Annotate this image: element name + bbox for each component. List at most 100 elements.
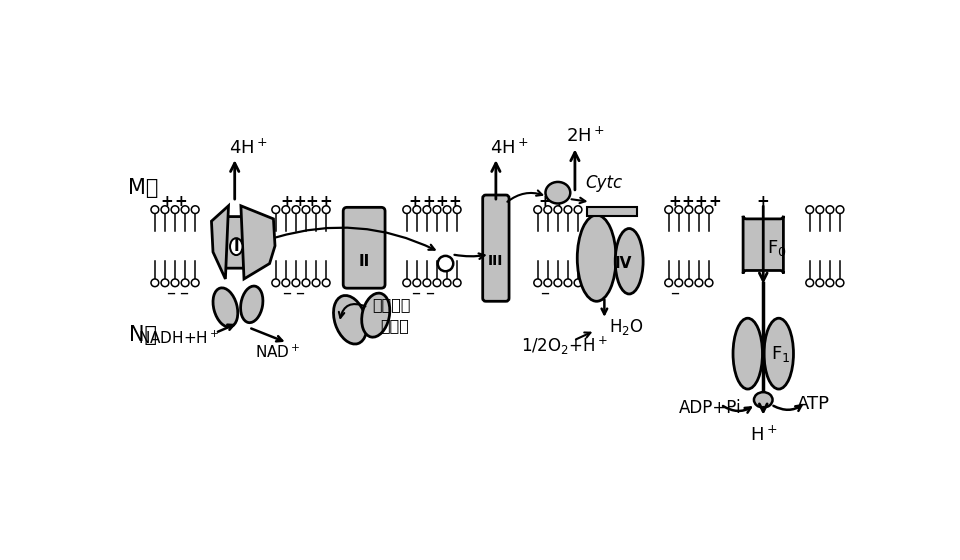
Circle shape	[423, 279, 431, 287]
Text: +: +	[435, 194, 448, 209]
Circle shape	[272, 279, 279, 287]
Ellipse shape	[754, 392, 773, 408]
Text: III: III	[489, 254, 504, 268]
Ellipse shape	[615, 228, 643, 294]
Circle shape	[403, 206, 411, 213]
Circle shape	[438, 256, 453, 271]
Text: ATP: ATP	[797, 395, 830, 413]
Text: +: +	[756, 194, 770, 209]
Text: +: +	[280, 194, 293, 209]
Text: –: –	[166, 284, 175, 302]
Circle shape	[181, 279, 189, 287]
Circle shape	[272, 206, 279, 213]
Text: H$^+$: H$^+$	[750, 426, 777, 445]
Circle shape	[554, 206, 562, 213]
Text: +: +	[668, 194, 682, 209]
Circle shape	[805, 279, 814, 287]
Circle shape	[826, 279, 834, 287]
FancyBboxPatch shape	[344, 207, 385, 288]
Text: NADH+H$^+$: NADH+H$^+$	[138, 330, 220, 347]
Circle shape	[292, 206, 300, 213]
Circle shape	[826, 206, 834, 213]
Circle shape	[816, 279, 824, 287]
Circle shape	[302, 206, 310, 213]
Text: –: –	[282, 284, 291, 302]
Circle shape	[685, 206, 693, 213]
Text: +: +	[294, 194, 306, 209]
Text: IV: IV	[615, 256, 633, 271]
Circle shape	[151, 279, 158, 287]
Circle shape	[706, 279, 713, 287]
Text: +: +	[448, 194, 461, 209]
Text: I: I	[233, 239, 239, 254]
Circle shape	[574, 279, 582, 287]
Ellipse shape	[545, 182, 570, 203]
Text: –: –	[425, 284, 435, 302]
Text: +: +	[539, 194, 551, 209]
Text: II: II	[358, 254, 370, 269]
Ellipse shape	[333, 296, 367, 344]
Circle shape	[292, 279, 300, 287]
Text: 4H$^+$: 4H$^+$	[491, 138, 529, 158]
Text: –: –	[296, 284, 304, 302]
Text: +: +	[408, 194, 420, 209]
Circle shape	[161, 279, 169, 287]
Text: F$_0$: F$_0$	[767, 238, 787, 258]
Circle shape	[675, 279, 683, 287]
Text: –: –	[412, 284, 420, 302]
Circle shape	[554, 279, 562, 287]
Circle shape	[805, 206, 814, 213]
Text: 延胡索酸: 延胡索酸	[372, 297, 411, 312]
Circle shape	[564, 279, 572, 287]
Circle shape	[312, 206, 320, 213]
Ellipse shape	[362, 293, 390, 337]
Circle shape	[191, 206, 199, 213]
Circle shape	[191, 279, 199, 287]
Text: +: +	[174, 194, 187, 209]
Text: NAD$^+$: NAD$^+$	[254, 343, 300, 361]
Circle shape	[413, 279, 420, 287]
Polygon shape	[211, 206, 228, 279]
Text: ADP+Pi: ADP+Pi	[680, 399, 742, 417]
Circle shape	[574, 206, 582, 213]
Circle shape	[323, 206, 330, 213]
Circle shape	[544, 206, 552, 213]
Text: +: +	[708, 194, 721, 209]
Ellipse shape	[230, 238, 243, 255]
Circle shape	[282, 206, 290, 213]
Circle shape	[312, 279, 320, 287]
Text: 2H$^+$: 2H$^+$	[566, 127, 605, 146]
Text: M側: M側	[128, 178, 158, 198]
Circle shape	[413, 206, 420, 213]
Text: +: +	[682, 194, 694, 209]
Circle shape	[836, 206, 844, 213]
Circle shape	[685, 279, 693, 287]
Text: –: –	[670, 284, 680, 302]
Ellipse shape	[733, 318, 762, 389]
FancyBboxPatch shape	[743, 216, 783, 274]
Text: +: +	[160, 194, 173, 209]
Circle shape	[151, 206, 158, 213]
Circle shape	[171, 206, 179, 213]
Text: +: +	[422, 194, 435, 209]
Text: N側: N側	[130, 325, 157, 345]
Text: +: +	[695, 194, 708, 209]
Circle shape	[302, 279, 310, 287]
Circle shape	[695, 279, 703, 287]
Circle shape	[534, 206, 541, 213]
Circle shape	[403, 279, 411, 287]
Circle shape	[171, 279, 179, 287]
Circle shape	[433, 206, 441, 213]
Circle shape	[453, 279, 461, 287]
Circle shape	[444, 279, 451, 287]
Text: +: +	[306, 194, 319, 209]
Ellipse shape	[213, 288, 238, 327]
Polygon shape	[241, 206, 275, 279]
Text: H$_2$O: H$_2$O	[609, 318, 643, 338]
Text: 琥珀酸: 琥珀酸	[381, 318, 410, 333]
Text: Cytc: Cytc	[585, 175, 622, 193]
Circle shape	[282, 279, 290, 287]
Text: +: +	[319, 194, 332, 209]
Text: F$_1$: F$_1$	[771, 344, 790, 363]
Circle shape	[423, 206, 431, 213]
